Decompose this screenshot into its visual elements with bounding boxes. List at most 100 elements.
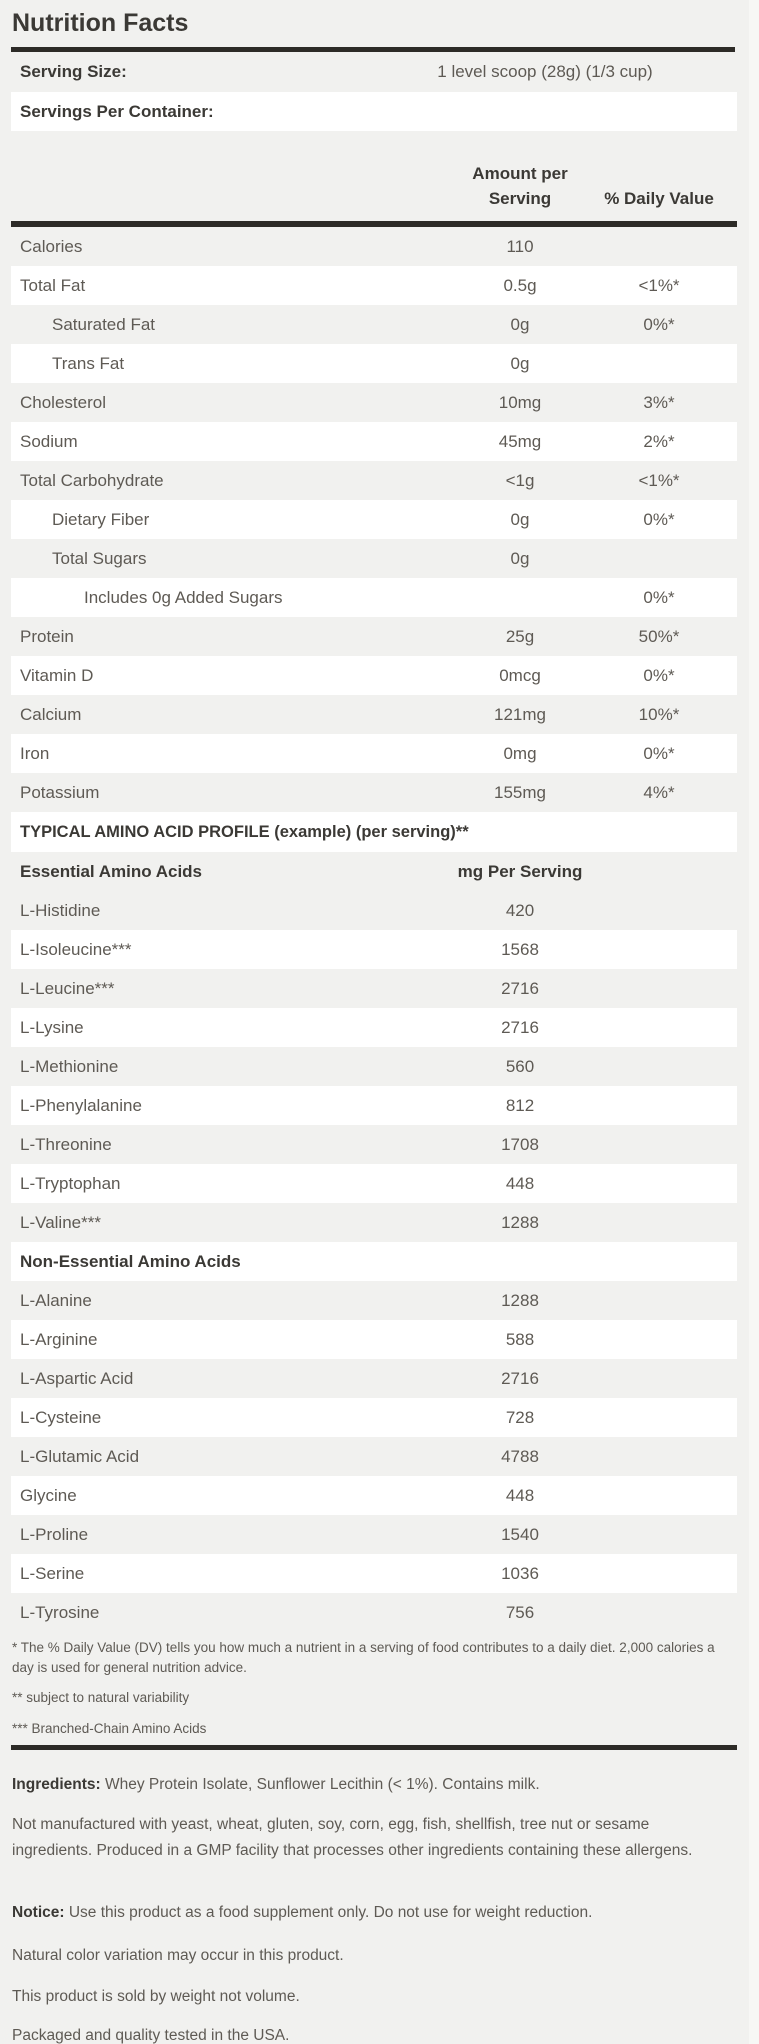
nutrient-amount: 25g <box>505 626 535 646</box>
amino-row: L-Methionine 560 <box>11 1047 737 1086</box>
info-paragraph: Packaged and quality tested in the USA. <box>12 2027 290 2044</box>
amino-row: L-Isoleucine*** 1568 <box>11 930 737 969</box>
amino-row: L-Proline 1540 <box>11 1515 737 1554</box>
nutrient-label: Vitamin D <box>20 665 94 685</box>
footnotes: * The % Daily Value (DV) tells you how m… <box>11 1632 737 1739</box>
bottom-divider-bar <box>11 1745 737 1750</box>
amino-row: L-Leucine*** 2716 <box>11 969 737 1008</box>
nutrient-amount: 110 <box>506 236 534 256</box>
amino-row: L-Lysine 2716 <box>11 1008 737 1047</box>
nutrient-row: Includes 0g Added Sugars 0%* <box>11 578 737 617</box>
nutrient-amount: 155mg <box>494 782 546 802</box>
nutrient-amount: 0mcg <box>499 665 541 685</box>
serving-size-label: Serving Size: <box>20 62 127 81</box>
amino-row: L-Threonine 1708 <box>11 1125 737 1164</box>
info-paragraph-lead: Notice: <box>12 1904 65 1921</box>
nutrient-row: Vitamin D 0mcg 0%* <box>11 656 737 695</box>
nutrient-daily-value: 0%* <box>643 587 675 607</box>
amino-header-value: mg Per Serving <box>457 861 583 881</box>
amino-value: 588 <box>505 1329 535 1349</box>
nutrient-label: Calcium <box>20 704 82 724</box>
nutrient-row: Sodium 45mg 2%* <box>11 422 737 461</box>
amino-name: L-Serine <box>20 1563 85 1583</box>
top-divider-bar <box>11 47 735 52</box>
nutrient-daily-value: 2%* <box>643 431 675 451</box>
servings-per-container-row: Servings Per Container: <box>11 92 737 131</box>
servings-per-container-label: Servings Per Container: <box>20 101 214 121</box>
amino-value: 756 <box>505 1602 535 1622</box>
nutrient-label: Total Sugars <box>52 548 147 568</box>
nutrient-amount: <1g <box>505 470 535 490</box>
amino-subheader-row: Non-Essential Amino Acids <box>11 1242 737 1281</box>
nutrient-amount: 0.5g <box>503 275 537 295</box>
nutrient-row: Total Sugars 0g <box>11 539 737 578</box>
nutrient-row: Calories 110 <box>11 227 737 266</box>
nutrient-amount: 0g <box>510 509 530 529</box>
amino-header-row: Essential Amino Acids mg Per Serving <box>11 852 737 891</box>
nutrient-row: Saturated Fat 0g 0%* <box>11 305 737 344</box>
amino-row: L-Valine*** 1288 <box>11 1203 737 1242</box>
amount-per-serving-header-line2: Serving <box>488 189 552 208</box>
nutrient-row: Protein 25g 50%* <box>11 617 737 656</box>
info-paragraph: Natural color variation may occur in thi… <box>12 1947 344 1964</box>
amino-name: L-Threonine <box>20 1134 112 1154</box>
amino-name: L-Glutamic Acid <box>20 1446 140 1466</box>
info-block: Ingredients: Whey Protein Isolate, Sunfl… <box>11 1772 737 2044</box>
nutrient-amount: 0g <box>510 548 530 568</box>
scrollbar-track[interactable] <box>749 0 759 2044</box>
amino-row: L-Serine 1036 <box>11 1554 737 1593</box>
amino-value: 4788 <box>501 1446 539 1466</box>
amino-value: 1540 <box>501 1524 539 1544</box>
footnote: ** subject to natural variability <box>12 1690 190 1705</box>
nutrient-label: Total Carbohydrate <box>20 470 164 490</box>
nutrients-table: Calories 110 Total Fat 0.5g <1%* Saturated Fa… <box>11 227 737 812</box>
amino-row: L-Tyrosine 756 <box>11 1593 737 1632</box>
amino-name: L-Proline <box>20 1524 89 1544</box>
footnote: * The % Daily Value (DV) tells you how m… <box>12 1640 715 1675</box>
nutrient-daily-value: <1%* <box>638 470 680 490</box>
footnote: *** Branched-Chain Amino Acids <box>12 1721 207 1736</box>
daily-value-header: % Daily Value <box>604 189 714 208</box>
nutrient-row: Potassium 155mg 4%* <box>11 773 737 812</box>
amino-value: 2716 <box>501 978 539 998</box>
amino-subheader-label: Non-Essential Amino Acids <box>20 1251 241 1271</box>
amino-row: Glycine 448 <box>11 1476 737 1515</box>
info-paragraph: Not manufactured with yeast, wheat, glut… <box>12 1816 693 1859</box>
nutrient-label: Protein <box>20 626 74 646</box>
amino-value: 2716 <box>501 1368 539 1388</box>
amino-name: L-Phenylalanine <box>20 1095 142 1115</box>
amino-row: L-Arginine 588 <box>11 1320 737 1359</box>
nutrient-daily-value: 0%* <box>643 665 675 685</box>
nutrient-amount: 45mg <box>498 431 542 451</box>
nutrient-row: Calcium 121mg 10%* <box>11 695 737 734</box>
amino-value: 1568 <box>501 939 539 959</box>
amino-row: L-Histidine 420 <box>11 891 737 930</box>
amino-name: L-Arginine <box>20 1329 98 1349</box>
amino-name: L-Valine*** <box>20 1212 101 1232</box>
table-top-bar <box>11 221 737 227</box>
amino-row: L-Alanine 1288 <box>11 1281 737 1320</box>
nutrient-amount: 0g <box>510 314 530 334</box>
amino-value: 1036 <box>501 1563 539 1583</box>
amino-name: L-Alanine <box>20 1290 92 1310</box>
amino-row: L-Tryptophan 448 <box>11 1164 737 1203</box>
nutrient-daily-value: <1%* <box>638 275 680 295</box>
info-paragraph: Ingredients: Whey Protein Isolate, Sunfl… <box>12 1776 540 1793</box>
nutrient-row: Dietary Fiber 0g 0%* <box>11 500 737 539</box>
nutrient-label: Potassium <box>20 782 100 802</box>
nutrient-daily-value: 0%* <box>643 314 675 334</box>
amino-row: L-Aspartic Acid 2716 <box>11 1359 737 1398</box>
amino-value: 2716 <box>501 1017 539 1037</box>
amino-name: L-Methionine <box>20 1056 119 1076</box>
amino-name: L-Lysine <box>20 1017 84 1037</box>
amino-name: L-Leucine*** <box>20 978 115 998</box>
serving-size-row: Serving Size: 1 level scoop (28g) (1/3 c… <box>11 52 737 92</box>
nutrient-daily-value: 3%* <box>643 392 675 412</box>
nutrient-amount: 0g <box>510 353 530 373</box>
nutrient-row: Iron 0mg 0%* <box>11 734 737 773</box>
amino-row: L-Glutamic Acid 4788 <box>11 1437 737 1476</box>
nutrient-label: Dietary Fiber <box>52 509 150 529</box>
amino-row: L-Phenylalanine 812 <box>11 1086 737 1125</box>
nutrient-row: Trans Fat 0g <box>11 344 737 383</box>
nutrient-row: Cholesterol 10mg 3%* <box>11 383 737 422</box>
